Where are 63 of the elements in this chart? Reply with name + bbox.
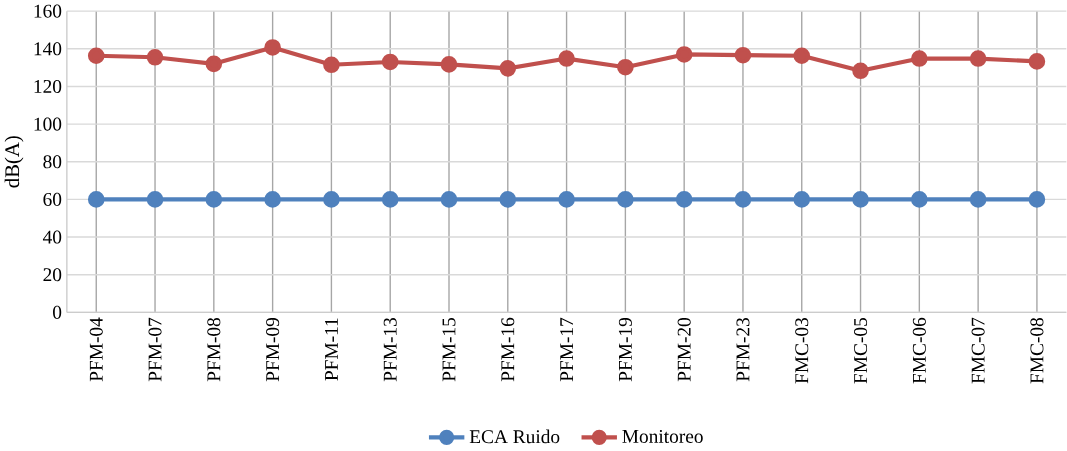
point [675, 191, 693, 208]
point [499, 60, 517, 77]
x-tick-label: FMC-07 [971, 317, 985, 384]
y-axis-title: dB(A) [4, 136, 24, 188]
point [146, 49, 164, 66]
x-tick-label: PFM-20 [677, 318, 691, 382]
x-tick-label: PFM-07 [148, 317, 162, 382]
x-tick-label: PFM-11 [325, 318, 338, 381]
point [440, 191, 458, 208]
x-tick-label: PFM-09 [266, 318, 280, 382]
point [87, 191, 105, 208]
x-tick-label: PFM-08 [207, 318, 221, 382]
point [734, 47, 752, 64]
y-tick-label: 120 [34, 80, 62, 94]
x-tick-label: PFM-23 [736, 318, 750, 382]
point [146, 191, 164, 208]
x-tick-label: PFM-15 [442, 318, 456, 382]
point [969, 50, 987, 68]
point [1028, 53, 1046, 70]
x-tick-label: PFM-04 [89, 317, 103, 382]
point [440, 56, 458, 73]
y-tick-label: 40 [42, 230, 62, 244]
point [969, 191, 987, 208]
y-tick-label: 80 [43, 155, 62, 169]
x-tick-label: FMC-05 [854, 318, 868, 384]
point [323, 56, 340, 74]
y-tick-label: 0 [53, 305, 62, 320]
point [381, 191, 399, 208]
point [734, 191, 752, 208]
point [1028, 191, 1046, 208]
point [323, 191, 340, 208]
y-tick-label: 60 [43, 193, 62, 207]
point [911, 191, 928, 208]
point [264, 191, 281, 208]
y-tick-label: 140 [34, 42, 62, 56]
legend-label: ECA Ruido [469, 429, 560, 444]
y-tick-label: 20 [43, 268, 62, 282]
x-tick-label: FMC-03 [795, 318, 809, 384]
point [87, 47, 105, 65]
y-tick-label: 160 [34, 4, 62, 18]
point [558, 50, 575, 68]
point [852, 191, 869, 208]
legend-label: Monitoreo [622, 430, 703, 444]
point [205, 191, 223, 208]
point [499, 191, 517, 208]
point [617, 59, 634, 76]
point [617, 191, 634, 208]
y-tick-label: 100 [34, 117, 62, 131]
point [911, 50, 928, 68]
x-tick-label: PFM-16 [501, 318, 515, 382]
x-tick-label: FMC-08 [1030, 318, 1044, 384]
point [852, 62, 869, 80]
x-tick-label: FMC-06 [912, 317, 926, 384]
point [793, 47, 811, 65]
x-tick-label: PFM-13 [383, 318, 397, 382]
point [205, 55, 223, 73]
point [264, 39, 281, 56]
x-tick-label: PFM-19 [618, 318, 632, 382]
point [381, 53, 399, 71]
point [793, 191, 811, 208]
x-tick-label: PFM-17 [560, 317, 573, 382]
point [675, 46, 693, 63]
point [558, 191, 575, 208]
